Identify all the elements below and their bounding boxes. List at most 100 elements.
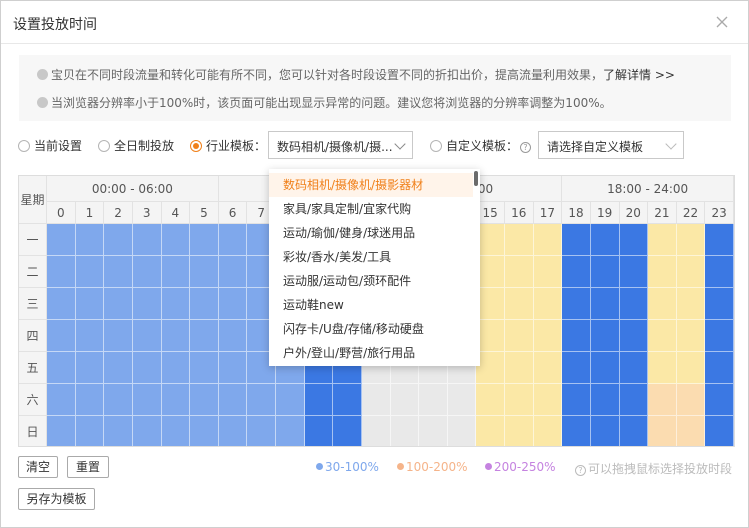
time-slot-cell[interactable] [590, 384, 620, 416]
time-slot-cell[interactable] [648, 288, 677, 320]
time-slot-cell[interactable] [562, 416, 591, 446]
weekday-label[interactable]: 二 [19, 256, 47, 288]
time-group-header[interactable]: 18:00 - 24:00 [562, 176, 734, 202]
dropdown-item[interactable]: 户外/登山/野营/旅行用品 [283, 346, 416, 360]
dropdown-item[interactable]: 家具/家具定制/宜家代购 [283, 202, 412, 216]
dropdown-scrollbar[interactable] [474, 171, 478, 186]
time-slot-cell[interactable] [190, 320, 219, 352]
time-slot-cell[interactable] [562, 288, 591, 320]
time-slot-cell[interactable] [218, 352, 248, 384]
time-slot-cell[interactable] [47, 288, 76, 320]
time-slot-cell[interactable] [276, 384, 305, 416]
hour-header[interactable]: 1 [75, 202, 105, 224]
dropdown-item[interactable]: 数码相机/摄像机/摄影器材 [269, 173, 473, 197]
time-slot-cell[interactable] [47, 320, 76, 352]
time-slot-cell[interactable] [447, 416, 477, 446]
hour-header[interactable]: 4 [161, 202, 191, 224]
time-slot-cell[interactable] [590, 352, 620, 384]
time-slot-cell[interactable] [218, 288, 248, 320]
weekday-label[interactable]: 一 [19, 224, 47, 256]
time-slot-cell[interactable] [333, 384, 362, 416]
time-slot-cell[interactable] [533, 416, 563, 446]
option-industry[interactable]: 行业模板： [190, 137, 266, 154]
time-slot-cell[interactable] [476, 352, 505, 384]
time-slot-cell[interactable] [505, 288, 534, 320]
time-slot-cell[interactable] [533, 288, 563, 320]
time-slot-cell[interactable] [676, 416, 706, 446]
help-icon[interactable]: ? [520, 142, 532, 153]
radio-all-day[interactable] [98, 140, 110, 152]
time-slot-cell[interactable] [161, 384, 191, 416]
time-slot-cell[interactable] [132, 320, 162, 352]
hour-header[interactable]: 22 [676, 202, 706, 224]
time-slot-cell[interactable] [562, 352, 591, 384]
hour-header[interactable]: 3 [132, 202, 162, 224]
dropdown-item[interactable]: 彩妆/香水/美发/工具 [283, 250, 392, 264]
time-slot-cell[interactable] [419, 384, 448, 416]
time-slot-cell[interactable] [190, 224, 219, 256]
weekday-label[interactable]: 日 [19, 416, 47, 446]
time-slot-cell[interactable] [705, 352, 734, 384]
hour-header[interactable]: 15 [476, 202, 505, 224]
time-slot-cell[interactable] [104, 256, 133, 288]
time-slot-cell[interactable] [619, 224, 649, 256]
hour-header[interactable]: 2 [104, 202, 133, 224]
time-slot-cell[interactable] [161, 288, 191, 320]
time-slot-cell[interactable] [676, 288, 706, 320]
time-slot-cell[interactable] [505, 352, 534, 384]
time-slot-cell[interactable] [533, 352, 563, 384]
time-slot-cell[interactable] [590, 416, 620, 446]
time-slot-cell[interactable] [619, 416, 649, 446]
time-slot-cell[interactable] [247, 384, 276, 416]
time-slot-cell[interactable] [218, 256, 248, 288]
option-custom[interactable]: 自定义模板：? [430, 137, 532, 154]
weekday-label[interactable]: 六 [19, 384, 47, 416]
time-slot-cell[interactable] [132, 256, 162, 288]
time-slot-cell[interactable] [419, 416, 448, 446]
time-slot-cell[interactable] [75, 256, 105, 288]
time-slot-cell[interactable] [648, 416, 677, 446]
time-slot-cell[interactable] [676, 224, 706, 256]
hour-header[interactable]: 21 [648, 202, 677, 224]
weekday-label[interactable]: 四 [19, 320, 47, 352]
time-slot-cell[interactable] [476, 384, 505, 416]
time-slot-cell[interactable] [218, 416, 248, 446]
time-slot-cell[interactable] [247, 416, 276, 446]
radio-industry[interactable] [190, 140, 202, 152]
time-slot-cell[interactable] [361, 416, 391, 446]
time-slot-cell[interactable] [562, 320, 591, 352]
time-slot-cell[interactable] [304, 384, 334, 416]
hour-header[interactable]: 5 [190, 202, 219, 224]
time-slot-cell[interactable] [132, 288, 162, 320]
dropdown-item[interactable]: 运动鞋new [283, 298, 344, 312]
time-slot-cell[interactable] [132, 384, 162, 416]
learn-more-link[interactable]: 了解详情 >> [603, 68, 675, 82]
time-slot-cell[interactable] [390, 384, 420, 416]
time-slot-cell[interactable] [75, 320, 105, 352]
hour-header[interactable]: 6 [218, 202, 248, 224]
time-slot-cell[interactable] [161, 320, 191, 352]
time-slot-cell[interactable] [505, 416, 534, 446]
time-slot-cell[interactable] [533, 320, 563, 352]
option-all-day[interactable]: 全日制投放 [98, 137, 174, 154]
time-slot-cell[interactable] [619, 288, 649, 320]
time-slot-cell[interactable] [75, 416, 105, 446]
dropdown-item[interactable]: 闪存卡/U盘/存储/移动硬盘 [283, 322, 424, 336]
time-slot-cell[interactable] [590, 256, 620, 288]
time-slot-cell[interactable] [705, 416, 734, 446]
time-slot-cell[interactable] [590, 224, 620, 256]
time-slot-cell[interactable] [390, 416, 420, 446]
time-slot-cell[interactable] [476, 416, 505, 446]
time-slot-cell[interactable] [648, 384, 677, 416]
time-slot-cell[interactable] [619, 352, 649, 384]
hour-header[interactable]: 20 [619, 202, 649, 224]
time-slot-cell[interactable] [75, 288, 105, 320]
time-slot-cell[interactable] [505, 384, 534, 416]
time-group-header[interactable]: 00:00 - 06:00 [47, 176, 219, 202]
time-slot-cell[interactable] [104, 416, 133, 446]
reset-button[interactable]: 重置 [67, 456, 109, 478]
time-slot-cell[interactable] [705, 256, 734, 288]
time-slot-cell[interactable] [619, 384, 649, 416]
time-slot-cell[interactable] [505, 256, 534, 288]
time-slot-cell[interactable] [476, 224, 505, 256]
